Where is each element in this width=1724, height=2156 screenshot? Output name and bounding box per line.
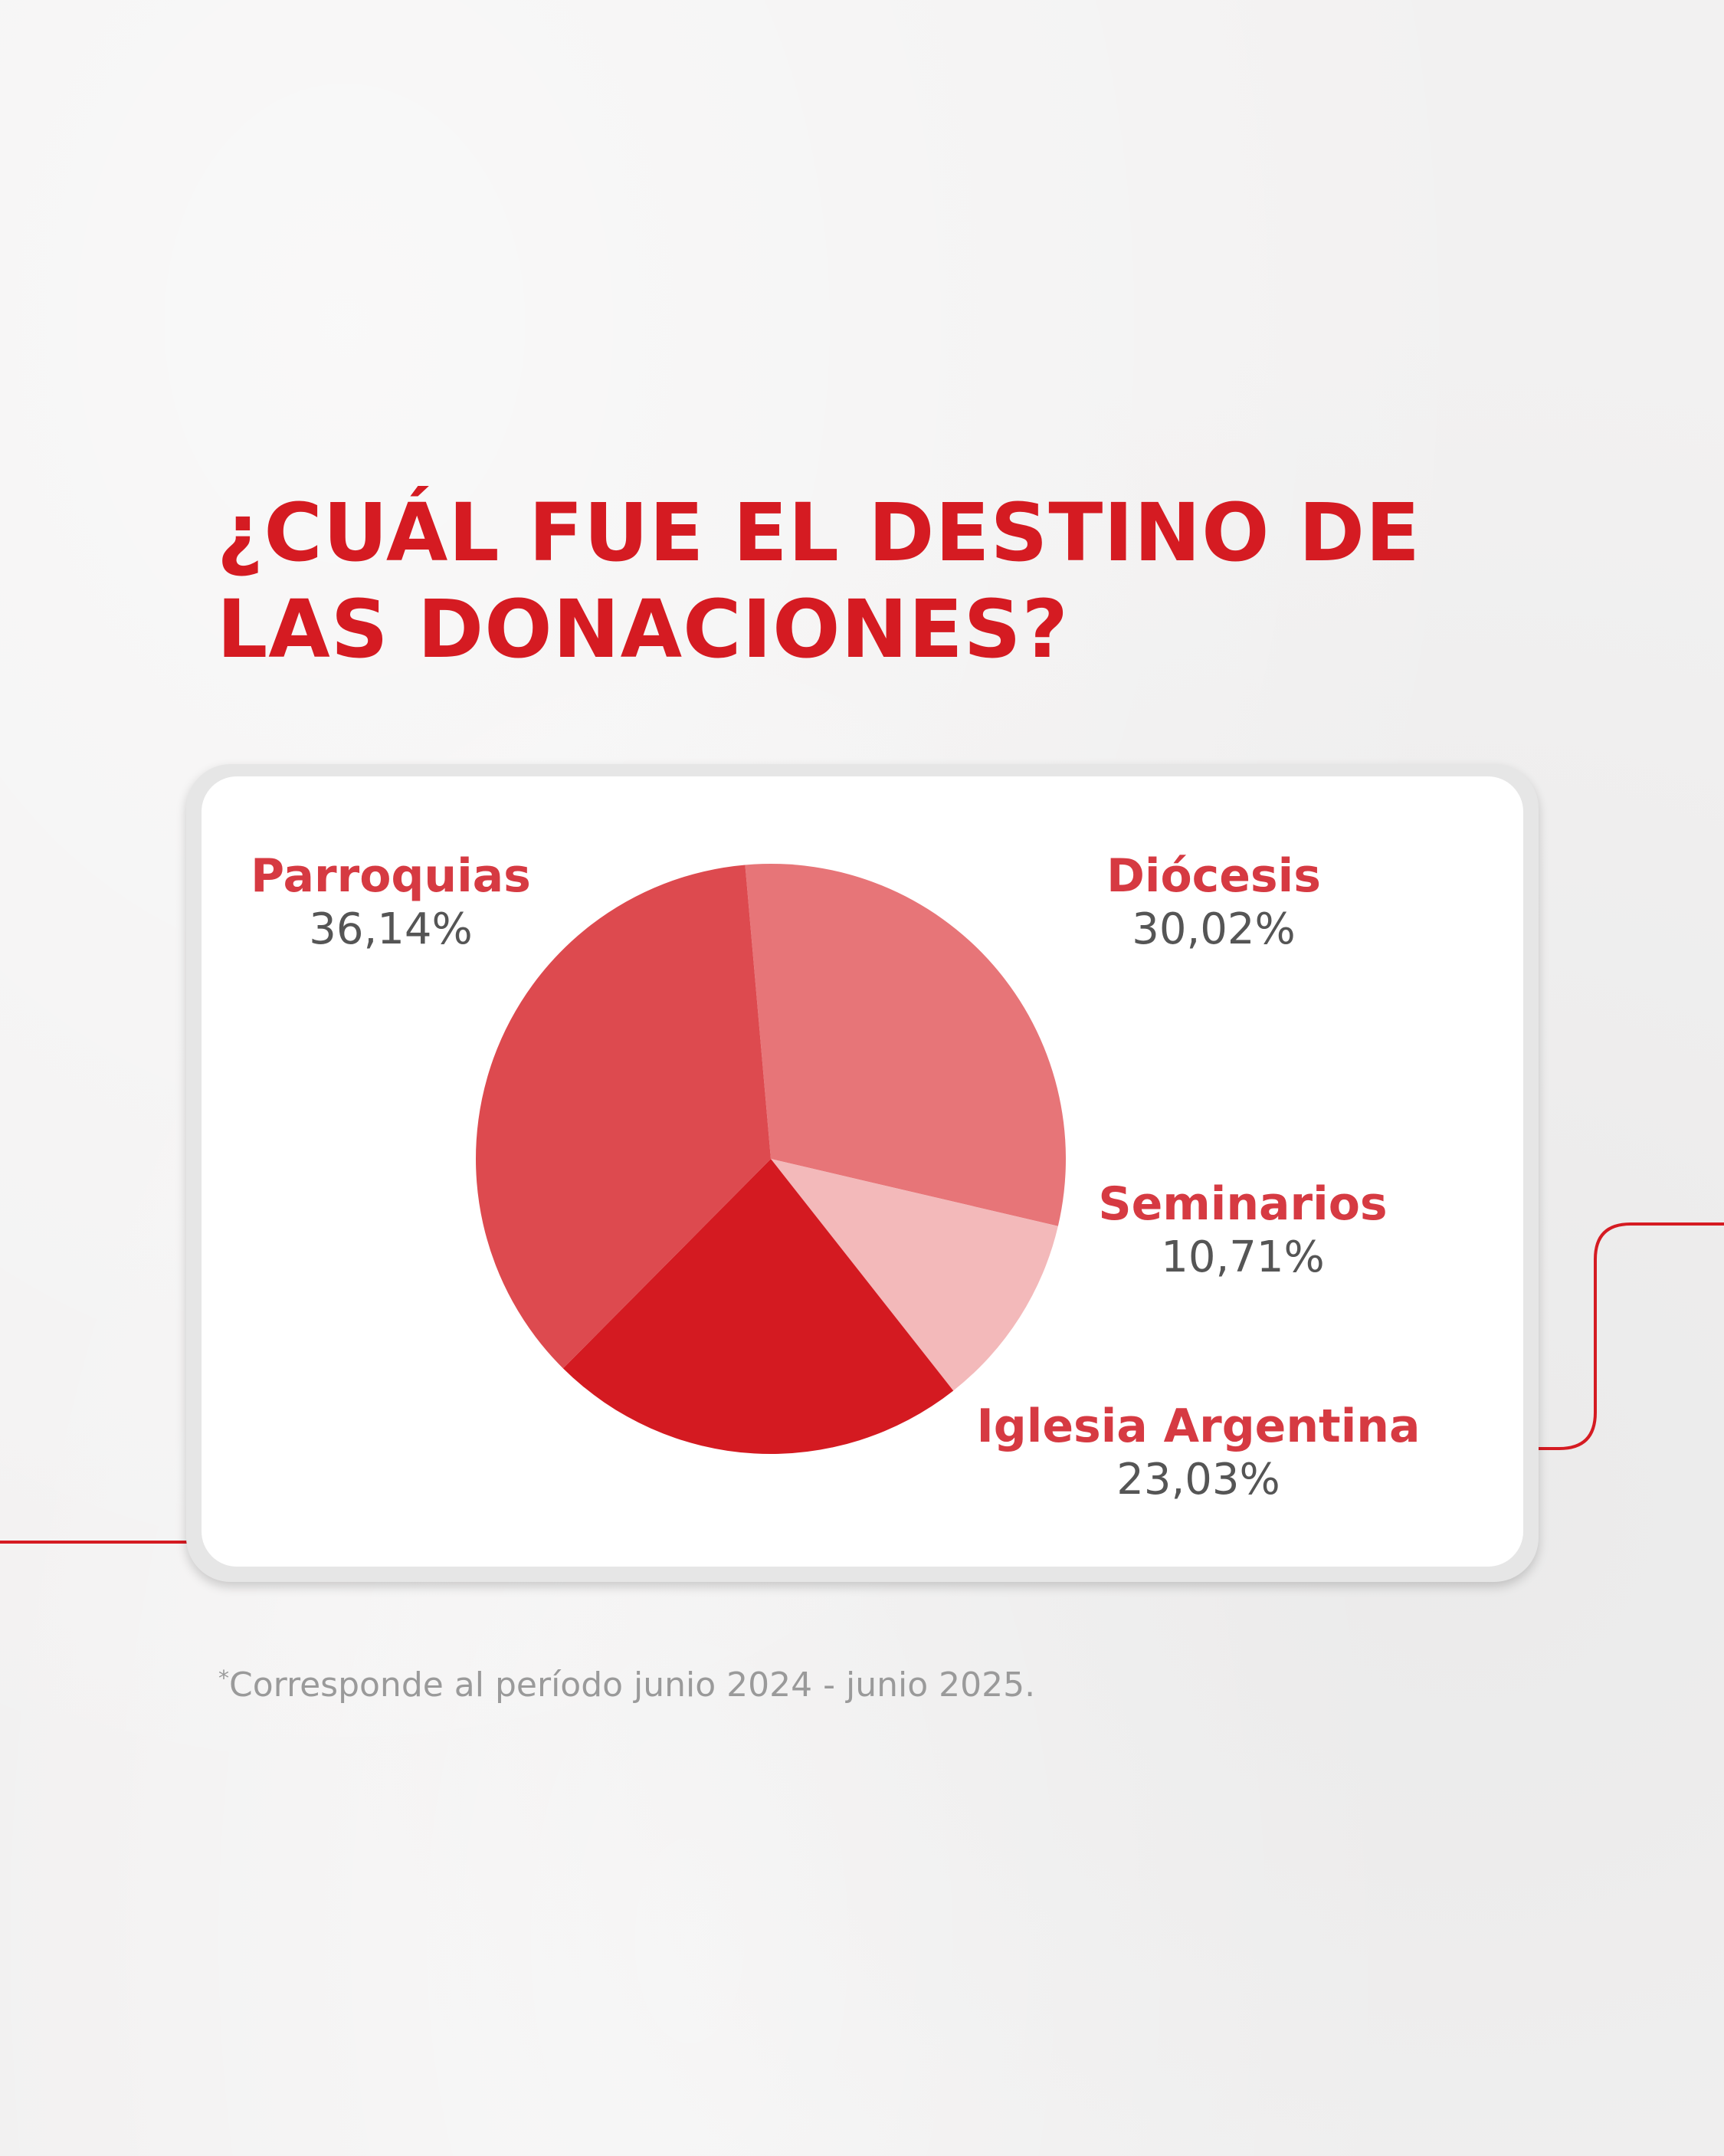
label-seminarios: Seminarios 10,71% bbox=[1098, 1177, 1387, 1285]
pie-slice-di-cesis bbox=[745, 864, 1066, 1226]
label-iglesia-argentina-value: 23,03% bbox=[1116, 1455, 1280, 1505]
page-title: ¿CUÁL FUE EL DESTINO DE LAS DONACIONES? bbox=[217, 484, 1519, 678]
label-diocesis-name: Diócesis bbox=[1106, 849, 1321, 903]
title-line-2: LAS DONACIONES? bbox=[217, 582, 1069, 676]
label-seminarios-name: Seminarios bbox=[1098, 1177, 1388, 1231]
title-line-1: ¿CUÁL FUE EL DESTINO DE bbox=[217, 486, 1421, 579]
label-iglesia-argentina-name: Iglesia Argentina bbox=[976, 1400, 1421, 1453]
footnote-mark: * bbox=[218, 1665, 229, 1691]
label-parroquias: Parroquias 36,14% bbox=[251, 849, 531, 957]
pie-slice-seminarios bbox=[771, 1159, 1058, 1391]
label-diocesis-value: 30,02% bbox=[1132, 904, 1296, 954]
label-diocesis: Diócesis 30,02% bbox=[1106, 849, 1321, 957]
label-iglesia-argentina: Iglesia Argentina 23,03% bbox=[976, 1400, 1420, 1507]
footnote: *Corresponde al período junio 2024 - jun… bbox=[218, 1656, 1035, 1708]
label-parroquias-name: Parroquias bbox=[251, 849, 531, 903]
label-seminarios-value: 10,71% bbox=[1161, 1232, 1325, 1282]
pie-slice-iglesia-argentina bbox=[562, 1159, 954, 1455]
pie-slice-parroquias bbox=[476, 865, 771, 1369]
footnote-text: Corresponde al período junio 2024 - juni… bbox=[229, 1665, 1036, 1705]
label-parroquias-value: 36,14% bbox=[309, 904, 473, 954]
